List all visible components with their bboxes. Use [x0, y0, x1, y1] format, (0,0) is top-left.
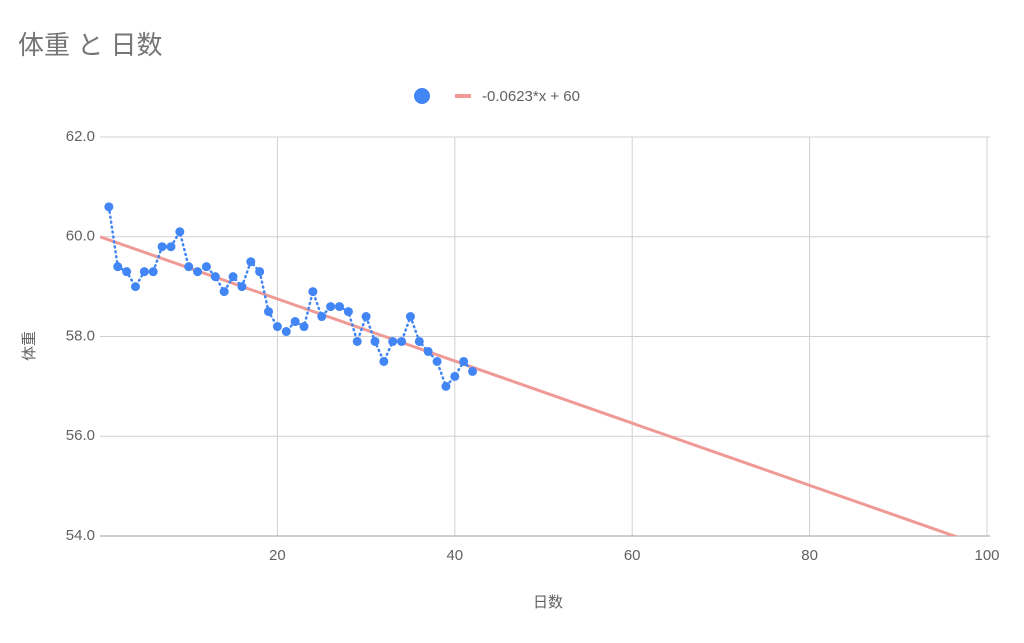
x-tick-label: 100: [974, 547, 999, 564]
data-point: [148, 267, 158, 277]
x-axis-title: 日数: [533, 594, 563, 611]
data-point: [326, 302, 336, 312]
data-point: [397, 336, 407, 346]
x-tick-label: 80: [801, 547, 818, 564]
data-point: [193, 267, 203, 277]
x-tick-label: 20: [269, 547, 286, 564]
data-point: [388, 336, 398, 346]
data-point: [264, 307, 274, 317]
data-point: [308, 287, 318, 297]
y-tick-label: 62.0: [66, 128, 95, 145]
data-point: [272, 322, 282, 332]
x-tick-label: 60: [624, 547, 641, 564]
chart-title: 体重 と 日数: [18, 30, 162, 60]
legend-marker: [414, 88, 430, 104]
data-point: [290, 317, 300, 327]
data-point: [175, 227, 185, 237]
data-point: [130, 282, 140, 292]
data-point: [299, 322, 309, 332]
data-point: [139, 267, 149, 277]
data-point: [166, 242, 176, 252]
data-point: [317, 312, 327, 322]
series-line: [107, 205, 474, 389]
data-point: [219, 287, 229, 297]
data-point: [334, 302, 344, 312]
data-point: [352, 336, 362, 346]
data-point: [237, 282, 247, 292]
data-point: [343, 307, 353, 317]
data-point: [405, 312, 415, 322]
data-point: [441, 381, 451, 391]
data-point: [113, 262, 123, 272]
data-point: [122, 267, 132, 277]
data-point: [184, 262, 194, 272]
data-point: [246, 257, 256, 267]
y-axis-title: 体重: [21, 331, 38, 361]
data-point: [104, 202, 114, 212]
data-point: [201, 262, 211, 272]
y-tick-label: 60.0: [66, 228, 95, 245]
data-point: [157, 242, 167, 252]
y-tick-label: 54.0: [66, 527, 95, 544]
data-point: [423, 346, 433, 356]
y-tick-label: 56.0: [66, 427, 95, 444]
data-point: [210, 272, 220, 282]
data-point: [468, 366, 478, 376]
data-point: [459, 356, 469, 366]
data-point: [379, 356, 389, 366]
data-point: [228, 272, 238, 282]
data-point: [432, 356, 442, 366]
y-tick-label: 58.0: [66, 327, 95, 344]
data-point: [255, 267, 265, 277]
legend-label: -0.0623*x + 60: [482, 88, 580, 105]
trendline: [100, 235, 959, 536]
data-point: [450, 371, 460, 381]
x-tick-label: 40: [446, 547, 463, 564]
data-point: [370, 336, 380, 346]
data-point: [281, 327, 291, 337]
data-point: [361, 312, 371, 322]
data-point: [414, 336, 424, 346]
